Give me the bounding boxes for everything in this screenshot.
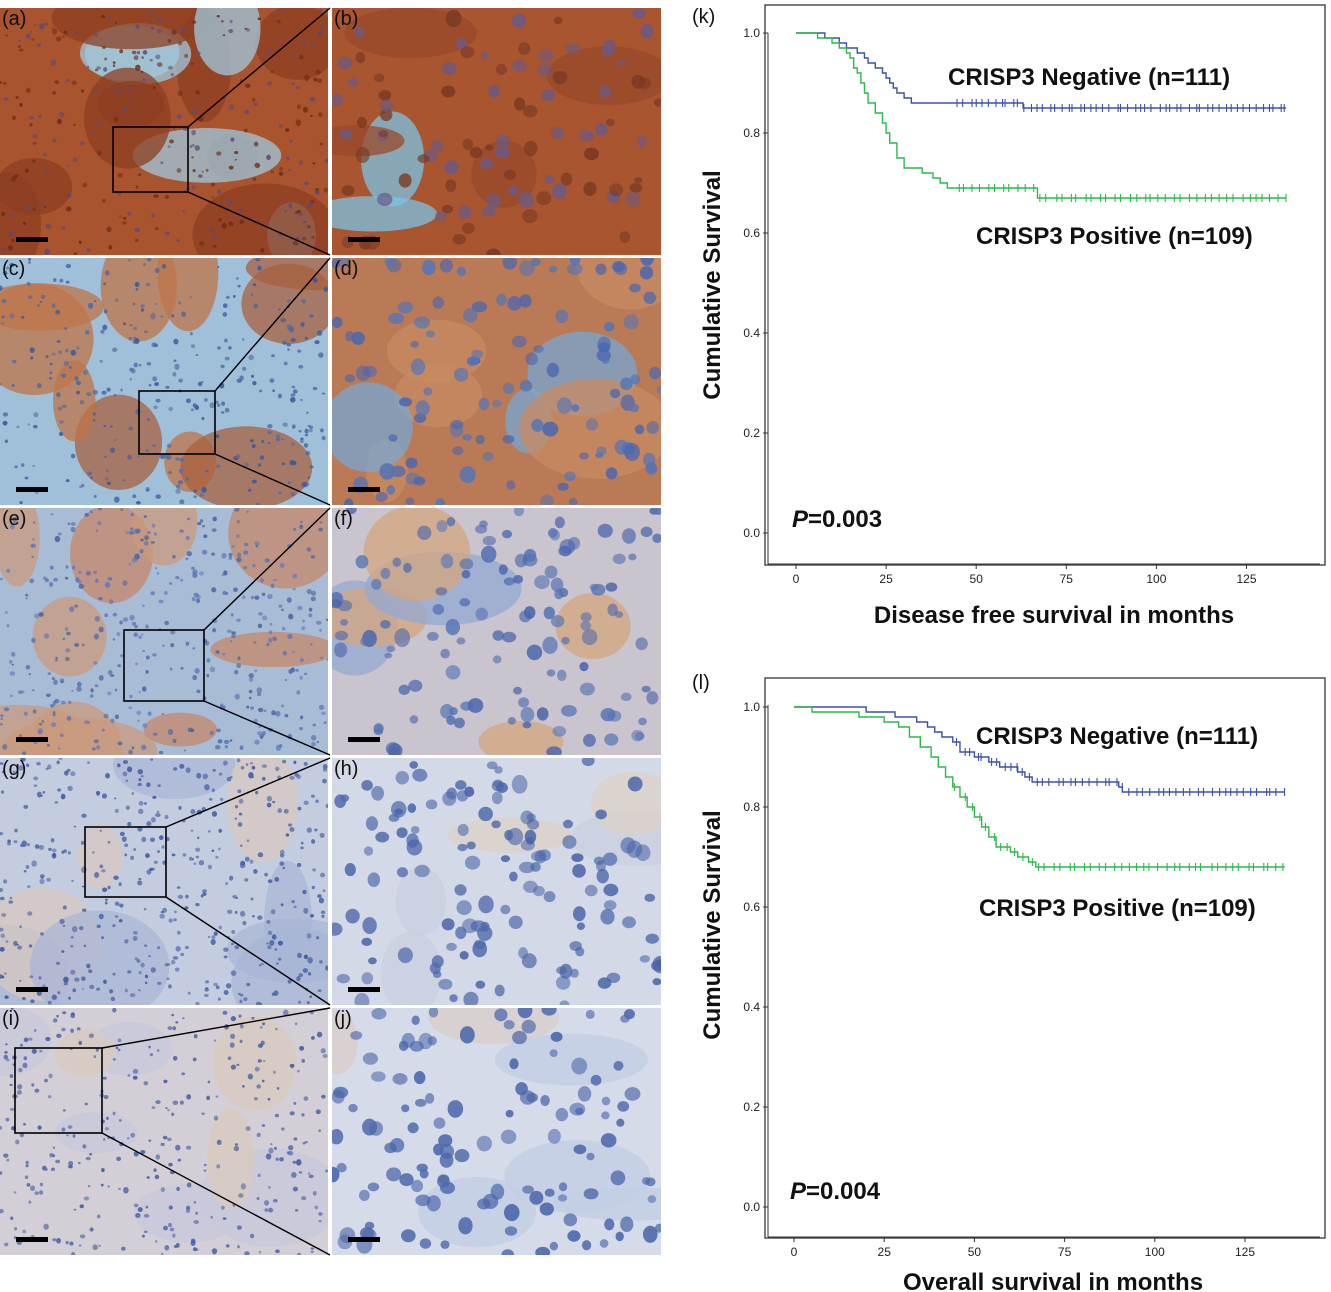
scale-bar: [348, 987, 380, 992]
x-tick-label: 100: [1146, 572, 1166, 586]
x-tick-label: 125: [1236, 572, 1256, 586]
y-tick-label: 0.8: [743, 126, 760, 140]
y-tick-label: 0.6: [743, 900, 760, 914]
plot-frame: [764, 677, 1326, 1239]
km-curve-negative: [796, 32, 1287, 109]
y-tick-label: 0.4: [743, 1000, 760, 1014]
micrograph-image: [332, 258, 661, 505]
micrograph-panel-label: (c): [2, 258, 26, 280]
y-tick-label: 1.0: [743, 26, 760, 40]
scale-bar: [16, 737, 48, 742]
micrograph-image: [332, 8, 661, 255]
micrograph-image: [0, 508, 328, 755]
micrograph-panel: (e): [0, 508, 328, 755]
y-tick-label: 0.2: [743, 426, 760, 440]
micrograph-panel-label: (a): [2, 8, 27, 30]
micrograph-panel: (d): [332, 258, 661, 505]
x-tick-label: 0: [791, 1245, 798, 1259]
chart-k-panel-label: (k): [692, 6, 716, 28]
micrograph-image: [0, 758, 328, 1005]
micrograph-panel: (i): [0, 1008, 328, 1255]
y-tick-label: 0.0: [743, 526, 760, 540]
micrograph-panel: (f): [332, 508, 661, 755]
series-label-positive: CRISP3 Positive (n=109): [976, 223, 1253, 250]
micrograph-image: [332, 1008, 661, 1255]
micrograph-panel: (j): [332, 1008, 661, 1255]
scale-bar: [16, 1237, 48, 1242]
y-tick-label: 0.4: [743, 326, 760, 340]
plot-frame: [764, 4, 1326, 566]
x-tick-label: 125: [1235, 1245, 1255, 1259]
series-label-negative: CRISP3 Negative (n=111): [976, 723, 1258, 750]
x-tick-label: 25: [879, 572, 893, 586]
y-tick-label: 0.6: [743, 226, 760, 240]
scale-bar: [348, 1237, 380, 1242]
scale-bar: [348, 237, 380, 242]
micrograph-panel-label: (h): [334, 758, 359, 780]
x-tick-label: 75: [1058, 1245, 1072, 1259]
micrograph-image: [332, 758, 661, 1005]
micrograph-panel: (h): [332, 758, 661, 1005]
x-axis-title: Disease free survival in months: [874, 602, 1234, 629]
scale-bar: [348, 487, 380, 492]
y-tick-label: 0.8: [743, 800, 760, 814]
micrograph-panel-label: (d): [334, 258, 359, 280]
y-axis-title: Cumulative Survival: [699, 810, 726, 1039]
micrograph-panel: (b): [332, 8, 661, 255]
p-value-label: P=0.004: [790, 1178, 881, 1205]
chart-l-panel-label: (l): [692, 672, 710, 694]
censor-marks-negative: [955, 738, 1286, 796]
scale-bar: [16, 487, 48, 492]
x-tick-label: 50: [970, 572, 984, 586]
km-curve-negative: [794, 706, 1285, 793]
km-curve-positive: [794, 706, 1285, 868]
y-tick-label: 0.0: [743, 1200, 760, 1214]
series-label-positive: CRISP3 Positive (n=109): [979, 895, 1256, 922]
micrograph-image: [332, 508, 661, 755]
x-tick-label: 50: [968, 1245, 982, 1259]
micrograph-panel: (a): [0, 8, 328, 255]
micrograph-panel-label: (e): [2, 508, 27, 530]
x-tick-label: 25: [878, 1245, 892, 1259]
km-chart-disease-free: 0.0 0.2 0.4 0.6 0.8 1.0 0 25 50 75 100 125 CRISP3 Ne…: [690, 0, 1331, 640]
micrograph-panel: (c): [0, 258, 328, 505]
p-value-label: P=0.003: [792, 506, 882, 533]
micrograph-image: [0, 258, 328, 505]
series-label-negative: CRISP3 Negative (n=111): [948, 64, 1230, 91]
censor-marks-negative: [956, 99, 1285, 112]
x-tick-label: 100: [1145, 1245, 1165, 1259]
scale-bar: [348, 737, 380, 742]
censor-marks-positive: [958, 184, 1287, 202]
y-axis-title: Cumulative Survival: [699, 170, 726, 399]
x-tick-label: 75: [1060, 572, 1074, 586]
micrograph-panel-label: (i): [2, 1008, 20, 1030]
y-tick-label: 1.0: [743, 700, 760, 714]
x-axis-title: Overall survival in months: [903, 1269, 1203, 1292]
y-tick-label: 0.2: [743, 1100, 760, 1114]
x-tick-label: 0: [793, 572, 800, 586]
micrograph-panel-label: (b): [334, 8, 359, 30]
censor-marks-positive: [953, 783, 1284, 871]
km-chart-overall: 0.0 0.2 0.4 0.6 0.8 1.0 0 25 50 75 100 125 CRISP3 Ne…: [690, 0, 1331, 1292]
micrograph-panel-label: (f): [334, 508, 353, 530]
micrograph-panel-label: (g): [2, 758, 27, 780]
micrograph-image: [0, 8, 328, 255]
micrograph-panel: (g): [0, 758, 328, 1005]
scale-bar: [16, 987, 48, 992]
micrograph-image: [0, 1008, 328, 1255]
scale-bar: [16, 237, 48, 242]
micrograph-panel-label: (j): [334, 1008, 352, 1030]
km-curve-positive: [796, 32, 1287, 199]
